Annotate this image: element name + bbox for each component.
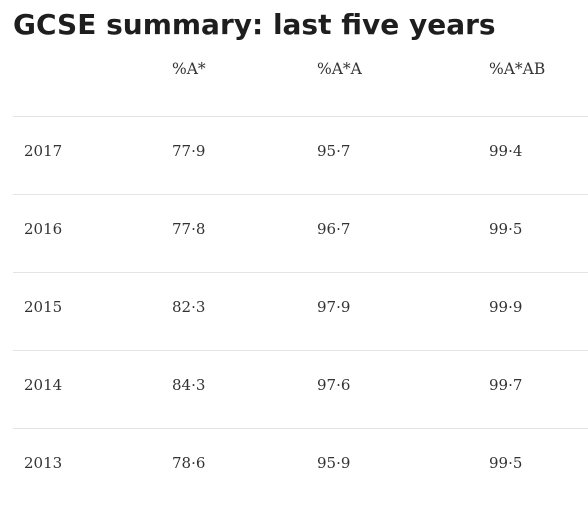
pct-a-star-cell: 78·6 <box>172 454 206 472</box>
year-cell: 2014 <box>24 376 63 394</box>
pct-a-star-a-cell: 96·7 <box>317 220 351 238</box>
header-pct-a-star-a-b: %A*AB <box>489 60 546 78</box>
year-cell: 2017 <box>24 142 63 160</box>
table-row: 2015 82·3 97·9 99·9 <box>13 273 588 351</box>
pct-a-star-cell: 84·3 <box>172 376 206 394</box>
pct-a-star-a-b-cell: 99·7 <box>489 376 523 394</box>
pct-a-star-a-b-cell: 99·5 <box>489 454 523 472</box>
year-cell: 2016 <box>24 220 63 238</box>
gcse-summary-table: %A* %A*A %A*AB 2017 77·9 95·7 99·4 2016 … <box>13 40 588 506</box>
pct-a-star-a-b-cell: 99·9 <box>489 298 523 316</box>
header-pct-a-star-a: %A*A <box>317 60 362 78</box>
year-cell: 2013 <box>24 454 63 472</box>
year-cell: 2015 <box>24 298 63 316</box>
page-title: GCSE summary: last five years <box>13 8 496 41</box>
table-row: 2016 77·8 96·7 99·5 <box>13 195 588 273</box>
pct-a-star-cell: 82·3 <box>172 298 206 316</box>
pct-a-star-cell: 77·8 <box>172 220 206 238</box>
pct-a-star-a-cell: 97·6 <box>317 376 351 394</box>
header-pct-a-star: %A* <box>172 60 206 78</box>
table-row: 2017 77·9 95·7 99·4 <box>13 117 588 195</box>
pct-a-star-a-cell: 95·9 <box>317 454 351 472</box>
pct-a-star-a-cell: 95·7 <box>317 142 351 160</box>
pct-a-star-cell: 77·9 <box>172 142 206 160</box>
pct-a-star-a-cell: 97·9 <box>317 298 351 316</box>
pct-a-star-a-b-cell: 99·4 <box>489 142 523 160</box>
pct-a-star-a-b-cell: 99·5 <box>489 220 523 238</box>
table-header-row: %A* %A*A %A*AB <box>13 40 588 117</box>
table-row: 2013 78·6 95·9 99·5 <box>13 429 588 506</box>
table-row: 2014 84·3 97·6 99·7 <box>13 351 588 429</box>
